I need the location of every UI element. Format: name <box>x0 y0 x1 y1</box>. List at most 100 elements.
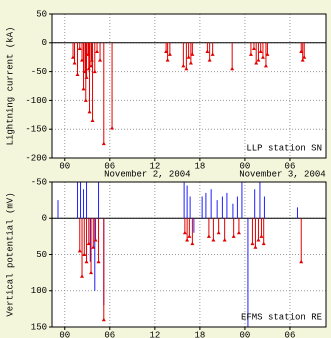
marker <box>236 230 241 235</box>
marker <box>101 141 106 146</box>
marker <box>95 49 100 53</box>
y-axis-label: Vertical potential (mV) <box>5 192 15 316</box>
y-tick-label: 0 <box>42 38 47 48</box>
x-tick-label: 06 <box>285 330 296 338</box>
y-tick-label: 0 <box>42 214 47 224</box>
plot-area <box>52 14 326 158</box>
marker <box>91 245 96 249</box>
y-tick-label: 50 <box>36 9 47 19</box>
y-tick-label: 50 <box>36 250 47 260</box>
marker <box>185 238 190 242</box>
marker <box>207 58 212 62</box>
annotation: EFMS station RE <box>241 312 322 322</box>
marker <box>93 238 98 242</box>
x-tick-label: 18 <box>194 330 205 338</box>
marker <box>164 49 169 53</box>
x-tick-label: 06 <box>104 161 115 171</box>
marker <box>181 63 186 68</box>
plot-area <box>52 182 326 327</box>
marker <box>167 52 172 56</box>
marker <box>251 46 256 51</box>
marker <box>263 63 268 68</box>
y-axis-label: Lightning current (kA) <box>5 27 15 146</box>
marker <box>186 55 191 59</box>
marker <box>90 118 95 123</box>
marker <box>83 98 88 102</box>
marker <box>86 241 91 246</box>
marker <box>300 58 305 62</box>
marker <box>98 58 103 62</box>
marker <box>96 259 101 264</box>
marker <box>261 241 266 246</box>
y-tick-label: -100 <box>25 96 47 106</box>
x-tick-label: 18 <box>194 161 205 171</box>
x-tick-label: 12 <box>149 330 160 338</box>
marker <box>77 46 82 51</box>
marker <box>81 86 86 91</box>
y-tick-label: -50 <box>31 177 47 187</box>
marker <box>231 234 236 238</box>
marker <box>256 58 261 62</box>
marker <box>75 72 80 76</box>
marker <box>254 60 259 65</box>
x-tick-label: 12 <box>149 161 160 171</box>
marker <box>222 238 227 242</box>
marker <box>89 270 94 275</box>
marker <box>190 52 195 56</box>
x-tick-label: 06 <box>104 330 115 338</box>
marker <box>206 234 211 238</box>
y-tick-label: -150 <box>25 125 47 135</box>
date-label: November 2, 2004 <box>104 169 190 179</box>
y-tick-label: -200 <box>25 153 47 163</box>
x-tick-label: 00 <box>240 161 251 171</box>
y-tick-label: 100 <box>31 286 47 296</box>
marker <box>265 52 270 56</box>
marker <box>101 317 106 322</box>
marker <box>71 55 76 59</box>
date-label: November 3, 2004 <box>239 169 325 179</box>
marker <box>165 58 170 62</box>
marks <box>71 42 307 146</box>
marker <box>110 126 115 130</box>
x-tick-label: 00 <box>59 161 70 171</box>
marker <box>259 234 264 238</box>
marker <box>80 274 85 278</box>
marker <box>77 248 82 253</box>
marker <box>190 241 195 246</box>
marker <box>210 52 215 56</box>
marker <box>84 75 89 79</box>
y-tick-label: 150 <box>31 322 47 332</box>
x-tick-label: 00 <box>240 330 251 338</box>
marker <box>250 241 255 246</box>
marker <box>216 230 221 235</box>
marker <box>72 60 77 65</box>
marks <box>57 182 304 327</box>
marker <box>82 252 87 256</box>
marker <box>205 49 210 53</box>
marker <box>89 63 94 68</box>
plot-frame <box>51 13 327 159</box>
x-tick-label: 06 <box>285 161 296 171</box>
marker <box>256 238 261 242</box>
marker <box>182 230 187 235</box>
marker <box>248 52 253 56</box>
marker <box>92 69 97 74</box>
marker <box>253 245 258 249</box>
marker <box>260 55 265 59</box>
marker <box>258 49 263 53</box>
x-tick-label: 00 <box>59 330 70 338</box>
marker <box>188 60 193 65</box>
plot-frame <box>51 181 327 328</box>
marker <box>184 66 189 71</box>
marker <box>80 58 85 62</box>
marker <box>230 66 235 71</box>
marker <box>211 238 216 242</box>
marker <box>299 49 304 53</box>
annotation: LLP station SN <box>246 143 322 153</box>
marker <box>187 234 192 238</box>
marker <box>302 55 307 59</box>
marker <box>87 109 92 114</box>
y-tick-label: -50 <box>31 67 47 77</box>
marker <box>299 259 304 264</box>
